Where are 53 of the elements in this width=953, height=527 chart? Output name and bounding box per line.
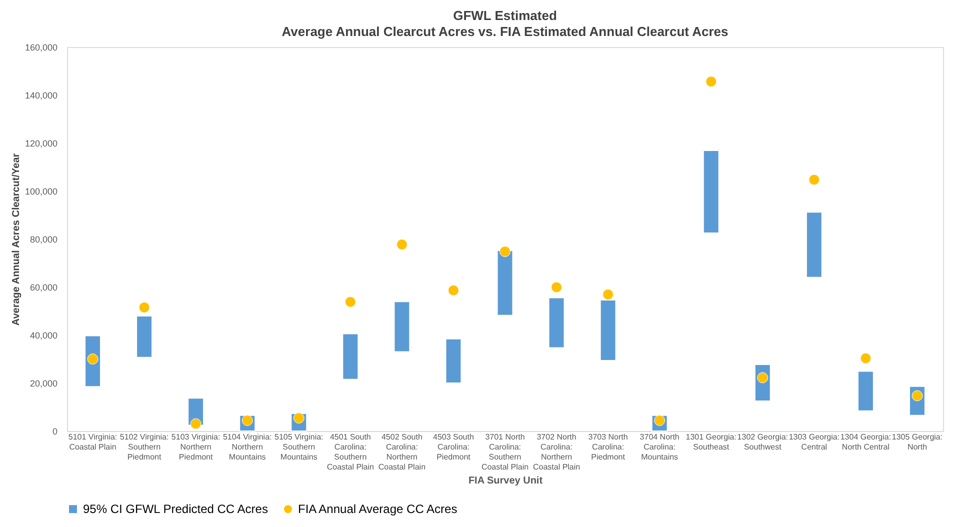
bar [857,370,874,412]
x-tick-label: 3701 North Carolina: Southern Coastal Plain [481,432,529,472]
y-tick-label: 0 [52,426,58,436]
bar [702,150,720,234]
x-tick-label: 3702 North Carolina: Northern Coastal Plain [532,432,580,472]
point [706,76,717,88]
bar [342,333,359,380]
chart-subtitle: Average Annual Clearcut Acres vs. FIA Estimated Annual Clearcut Acres [282,24,728,39]
y-tick-label: 60,000 [30,282,58,292]
x-tick-label: 5104 Virginia: Northern Mountains [222,432,272,462]
point [500,246,510,257]
legend-label: 95% CI GFWL Predicted CC Acres [83,502,268,516]
x-tick-label: 1305 Georgia: North [892,432,943,452]
legend-label: FIA Annual Average CC Acres [298,502,458,516]
x-tick-label: 4503 South Carolina: Piedmont [433,432,474,462]
x-tick-label: 5102 Virginia: Southern Piedmont [120,432,169,462]
point [602,288,614,300]
y-tick-label: 100,000 [24,186,58,196]
chart-title: GFWL Estimated [453,8,557,23]
bar [445,338,462,384]
y-tick-label: 160,000 [24,42,58,52]
x-tick-label: 1301 Georgia: Southeast [686,432,736,452]
x-tick-label: 1304 Georgia: North Central [840,432,892,452]
y-tick-label: 140,000 [24,90,58,100]
bar [496,250,514,316]
point [190,418,202,430]
x-tick-label: 5103 Virginia: Northern Piedmont [171,432,220,462]
y-tick-label: 40,000 [30,330,58,340]
x-tick-label: 5101 Virginia: Coastal Plain [68,432,118,452]
y-tick-label: 80,000 [30,234,58,244]
point [344,296,356,308]
point [87,354,98,364]
point [448,284,459,296]
y-tick-label: 20,000 [30,378,58,388]
bar [394,301,410,352]
point [551,282,562,293]
x-tick-label: 3703 North Carolina: Piedmont [588,432,628,462]
point [396,239,408,250]
point [138,302,150,313]
y-tick-label: 120,000 [24,138,58,148]
bar [136,316,153,358]
x-tick-label: 4502 South Carolina: Northern Coastal Plain [378,432,426,472]
y-axis-title: Average Annual Acres Clearcut/Year [10,153,22,326]
point [860,352,872,364]
x-tick-label: 4501 South Carolina: Southern Coastal Plain [326,432,374,472]
point [808,174,820,186]
x-axis-title: FIA Survey Unit [468,476,544,486]
bar [548,297,565,348]
x-tick-label: 1302 Georgia: Southwest [737,432,788,452]
x-tick-label: 5105 Virginia: Southern Mountains [274,432,324,462]
x-tick-label: 1303 Georgia: Central [788,432,840,452]
x-tick-label: 3704 North Carolina: Mountains [640,432,680,462]
bar [806,212,822,278]
